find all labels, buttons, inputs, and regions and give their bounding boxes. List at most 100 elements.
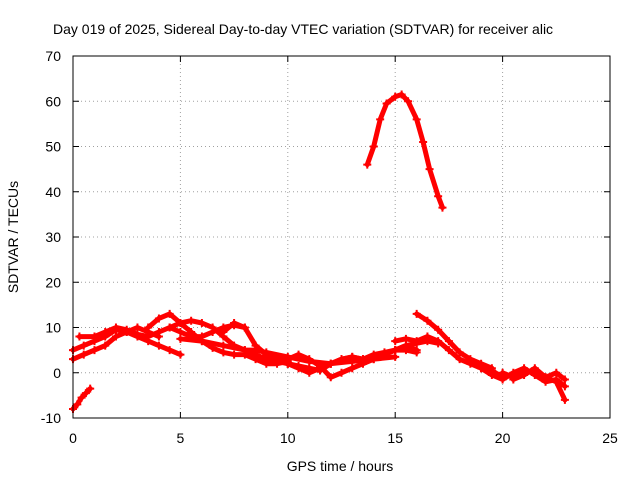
- data-point: [530, 364, 539, 373]
- data-point: [560, 395, 569, 404]
- data-point: [487, 371, 496, 380]
- data-point: [294, 350, 303, 359]
- y-axis-label: SDTVAR / TECUs: [5, 181, 21, 293]
- data-point: [455, 355, 464, 364]
- data-point: [382, 99, 391, 108]
- data-point: [240, 346, 249, 355]
- data-point: [560, 382, 569, 391]
- data-point: [144, 323, 153, 332]
- data-point: [219, 328, 228, 337]
- data-point: [363, 160, 372, 169]
- x-tick-label: 15: [387, 430, 403, 446]
- data-point: [412, 309, 421, 318]
- data-point: [401, 341, 410, 350]
- data-point: [187, 316, 196, 325]
- data-point: [466, 359, 475, 368]
- data-series: [69, 90, 569, 413]
- data-point: [326, 373, 335, 382]
- y-tick-label: 60: [45, 93, 61, 109]
- data-point: [75, 332, 84, 341]
- x-tick-label: 25: [602, 430, 618, 446]
- data-point: [425, 165, 434, 174]
- y-tick-label: -10: [41, 410, 61, 426]
- data-point: [412, 337, 421, 346]
- data-point: [197, 318, 206, 327]
- series-trace-12: [412, 309, 496, 373]
- data-point: [348, 352, 357, 361]
- data-point: [305, 368, 314, 377]
- data-point: [90, 346, 99, 355]
- data-point: [369, 352, 378, 361]
- data-point: [391, 337, 400, 346]
- chart-title: Day 019 of 2025, Sidereal Day-to-day VTE…: [53, 21, 553, 37]
- x-tick-label: 0: [69, 430, 77, 446]
- x-axis-label: GPS time / hours: [287, 458, 394, 474]
- data-point: [455, 348, 464, 357]
- data-point: [86, 384, 95, 393]
- data-point: [77, 393, 86, 402]
- data-point: [412, 348, 421, 357]
- data-point: [176, 334, 185, 343]
- data-point: [369, 142, 378, 151]
- data-point: [294, 364, 303, 373]
- data-point: [552, 368, 561, 377]
- data-point: [305, 355, 314, 364]
- data-point: [251, 341, 260, 350]
- data-point: [401, 334, 410, 343]
- data-point: [219, 341, 228, 350]
- data-point: [444, 337, 453, 346]
- series-line: [364, 92, 445, 211]
- tick-labels: 0 5 10 15 20 25 -10 0 10 20 30 40 50 60 70: [41, 48, 618, 446]
- data-point: [419, 137, 428, 146]
- data-point: [111, 332, 120, 341]
- data-point: [391, 346, 400, 355]
- data-point: [509, 375, 518, 384]
- data-point: [240, 323, 249, 332]
- data-point: [434, 337, 443, 346]
- data-point: [230, 350, 239, 359]
- data-point: [423, 332, 432, 341]
- data-point: [520, 371, 529, 380]
- data-point: [434, 325, 443, 334]
- data-point: [81, 389, 90, 398]
- data-point: [187, 328, 196, 337]
- data-point: [165, 346, 174, 355]
- data-point: [79, 350, 88, 359]
- data-point: [337, 368, 346, 377]
- data-point: [101, 328, 110, 337]
- data-point: [404, 97, 413, 106]
- data-point: [176, 350, 185, 359]
- data-point: [541, 373, 550, 382]
- data-point: [165, 323, 174, 332]
- x-tick-label: 5: [177, 430, 185, 446]
- data-point: [552, 377, 561, 386]
- data-point: [133, 323, 142, 332]
- data-point: [144, 332, 153, 341]
- data-point: [73, 400, 82, 409]
- series-trace-3: [69, 323, 163, 364]
- y-tick-label: 20: [45, 274, 61, 290]
- data-point: [358, 355, 367, 364]
- data-point: [380, 350, 389, 359]
- y-tick-label: 30: [45, 229, 61, 245]
- data-point: [423, 316, 432, 325]
- y-tick-label: 0: [53, 365, 61, 381]
- data-point: [412, 115, 421, 124]
- data-point: [208, 323, 217, 332]
- data-point: [498, 375, 507, 384]
- x-tick-label: 10: [280, 430, 296, 446]
- data-point: [283, 359, 292, 368]
- y-tick-label: 40: [45, 184, 61, 200]
- data-point: [326, 359, 335, 368]
- x-tick-label: 20: [495, 430, 511, 446]
- data-point: [165, 309, 174, 318]
- data-point: [90, 332, 99, 341]
- grid-lines: [73, 56, 610, 418]
- y-tick-label: 10: [45, 320, 61, 336]
- data-point: [111, 323, 120, 332]
- data-point: [122, 325, 131, 334]
- data-point: [498, 368, 507, 377]
- data-point: [316, 364, 325, 373]
